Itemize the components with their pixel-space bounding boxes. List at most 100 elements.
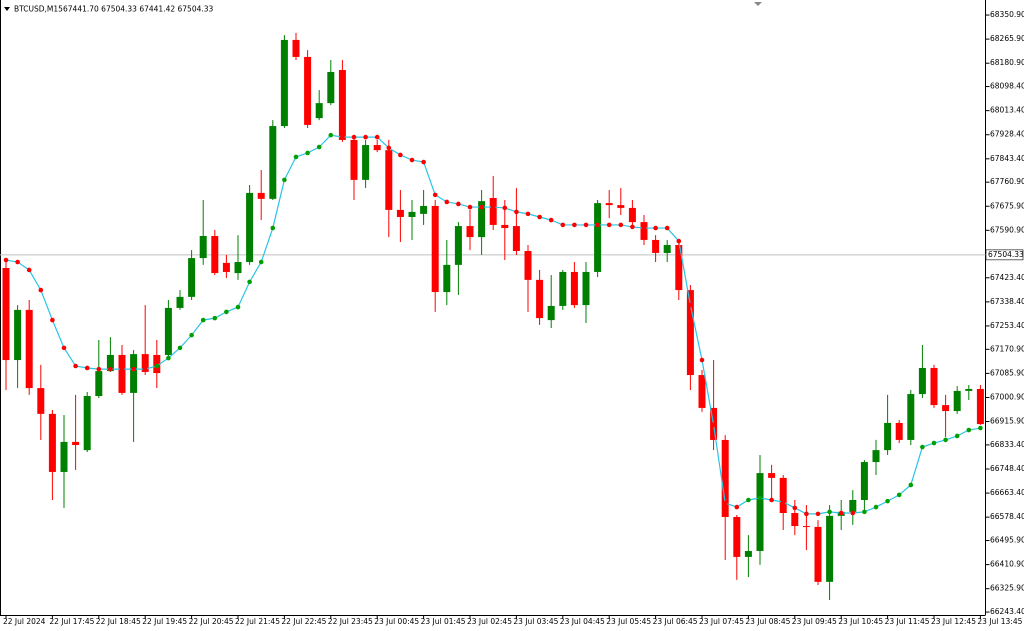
candle-body bbox=[396, 209, 404, 217]
y-tick-label: 66833.40 bbox=[990, 440, 1024, 449]
candle-body bbox=[431, 205, 439, 293]
ma-point bbox=[131, 366, 136, 372]
candle-body bbox=[652, 239, 660, 253]
ma-point bbox=[618, 222, 624, 228]
ma-point bbox=[270, 225, 276, 231]
ma-point bbox=[630, 224, 635, 230]
candle-body bbox=[860, 462, 868, 500]
candle-body bbox=[83, 396, 91, 451]
x-tick-label: 22 Jul 20:45 bbox=[189, 617, 234, 626]
ma-point bbox=[177, 345, 183, 351]
ma-point bbox=[490, 204, 496, 210]
ma-point bbox=[200, 317, 206, 323]
ma-point bbox=[908, 482, 914, 488]
candle-body bbox=[617, 205, 625, 208]
candle-body bbox=[501, 224, 509, 229]
candle-body bbox=[25, 309, 33, 389]
y-tick-label: 66578.40 bbox=[990, 512, 1024, 521]
y-tick-label: 67085.90 bbox=[990, 368, 1024, 377]
candle-body bbox=[512, 226, 520, 251]
ma-point bbox=[583, 222, 589, 228]
y-tick-label: 66663.40 bbox=[990, 488, 1024, 497]
x-tick-label: 23 Jul 08:45 bbox=[745, 617, 790, 626]
candle-body bbox=[37, 388, 45, 414]
candle-body bbox=[814, 526, 822, 582]
ma-point bbox=[746, 497, 751, 503]
ma-point bbox=[432, 192, 438, 198]
ma-point bbox=[467, 204, 473, 210]
candle-body bbox=[675, 245, 683, 291]
symbol: BTCUSD,M15 bbox=[14, 5, 63, 14]
y-tick-label: 66243.40 bbox=[990, 607, 1024, 616]
candle-body bbox=[246, 192, 254, 263]
ma-point bbox=[15, 259, 20, 265]
y-tick-label: 67338.40 bbox=[990, 297, 1024, 306]
ma-point bbox=[711, 422, 716, 428]
ma-point bbox=[792, 505, 798, 511]
y-tick-label: 67843.40 bbox=[990, 154, 1024, 163]
candle-body bbox=[559, 271, 567, 306]
candle-body bbox=[698, 375, 706, 408]
ma-point bbox=[606, 222, 612, 228]
candle-body bbox=[478, 201, 486, 238]
y-tick-label: 68265.90 bbox=[990, 34, 1024, 43]
ma-point bbox=[282, 177, 287, 183]
x-tick-label: 23 Jul 12:45 bbox=[931, 617, 976, 626]
candle-body bbox=[269, 126, 277, 199]
y-tick-label: 68013.40 bbox=[990, 106, 1024, 115]
candle-body bbox=[60, 441, 68, 472]
ma-point bbox=[769, 497, 774, 503]
x-tick-label: 23 Jul 11:45 bbox=[885, 617, 930, 626]
ma-point bbox=[653, 225, 658, 231]
ma-point bbox=[61, 345, 67, 351]
candle-body bbox=[884, 422, 892, 451]
ma-point bbox=[815, 511, 821, 517]
candle-body bbox=[48, 413, 56, 472]
candle-body bbox=[976, 388, 984, 425]
x-tick-label: 23 Jul 05:45 bbox=[606, 617, 651, 626]
candle-body bbox=[199, 235, 207, 259]
ma-point bbox=[896, 492, 902, 498]
y-tick-label: 66495.90 bbox=[990, 536, 1024, 545]
symbol-menu[interactable] bbox=[4, 7, 10, 11]
ma-point bbox=[966, 427, 972, 433]
y-tick-label: 68350.90 bbox=[990, 10, 1024, 19]
y-tick-label: 67928.40 bbox=[990, 130, 1024, 139]
x-tick-label: 22 Jul 17:45 bbox=[49, 617, 94, 626]
x-tick-label: 23 Jul 01:45 bbox=[421, 617, 466, 626]
candle-body bbox=[953, 390, 961, 412]
candle-body bbox=[768, 473, 776, 478]
candle-body bbox=[72, 441, 80, 446]
candle-body bbox=[582, 271, 590, 306]
ma-point bbox=[340, 134, 345, 140]
ma-point bbox=[108, 366, 113, 372]
x-tick-label: 22 Jul 2024 bbox=[3, 617, 46, 626]
ma-point bbox=[978, 425, 983, 431]
candle-body bbox=[942, 405, 950, 412]
ma-point bbox=[166, 355, 171, 361]
candle-body bbox=[234, 262, 242, 274]
candle-body bbox=[118, 354, 126, 393]
ma-point bbox=[804, 511, 809, 517]
candle-body bbox=[849, 499, 857, 512]
candle-body bbox=[965, 388, 973, 391]
candle-body bbox=[130, 354, 138, 393]
y-tick-label: 67760.90 bbox=[990, 177, 1024, 186]
candle-body bbox=[373, 145, 381, 151]
ma-point bbox=[641, 225, 647, 231]
x-tick-label: 22 Jul 21:45 bbox=[235, 617, 280, 626]
candle-body bbox=[350, 139, 358, 180]
candle-body bbox=[304, 56, 312, 125]
candle-body bbox=[826, 515, 834, 582]
candle-body bbox=[733, 516, 741, 557]
candle-body bbox=[164, 307, 172, 355]
y-tick-label: 67675.90 bbox=[990, 201, 1024, 210]
last-price-label: 67504.33 bbox=[988, 250, 1024, 259]
ma-point bbox=[84, 365, 90, 371]
ma-point bbox=[224, 309, 229, 315]
candle-body bbox=[362, 145, 370, 180]
ma-point bbox=[502, 205, 508, 211]
candle-body bbox=[895, 422, 903, 440]
ma-point bbox=[386, 145, 392, 151]
